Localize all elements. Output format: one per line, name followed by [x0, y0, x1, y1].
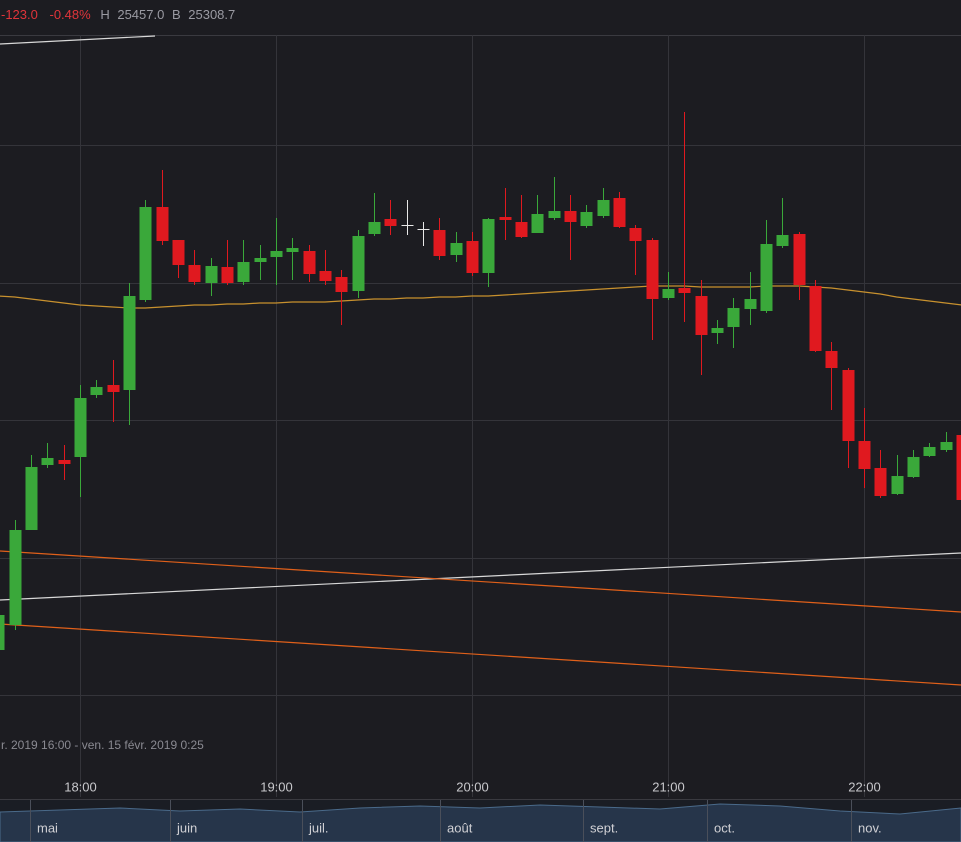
candle-body — [564, 211, 577, 222]
candle-body — [254, 258, 267, 262]
candle-body — [368, 222, 381, 234]
candle-body — [858, 441, 871, 469]
candle-body — [107, 385, 120, 392]
low: 25308.7 — [188, 7, 235, 22]
candle-body — [482, 219, 495, 273]
candle-body — [597, 200, 610, 216]
candle-body — [923, 447, 936, 456]
change: -123.0 — [1, 7, 38, 22]
trendline — [0, 35, 156, 45]
candle-body — [646, 240, 659, 299]
candle-body — [270, 251, 283, 257]
candle-body — [286, 248, 299, 252]
low-label: B — [172, 7, 181, 22]
x-tick-label: 19:00 — [260, 779, 293, 794]
candle-body — [335, 277, 348, 292]
candle-body — [548, 211, 561, 218]
candle-body — [74, 398, 87, 457]
range-caption: r. 2019 16:00 - ven. 15 févr. 2019 0:25 — [1, 738, 204, 752]
x-tick-label: 18:00 — [64, 779, 97, 794]
month-label: oct. — [714, 820, 735, 835]
plot-area — [0, 35, 961, 797]
candle-body — [25, 467, 38, 530]
candle-body — [776, 235, 789, 246]
trendline — [0, 552, 961, 601]
change-pct: -0.48% — [50, 7, 92, 22]
month-label: sept. — [590, 820, 618, 835]
candle-body — [825, 351, 838, 368]
candle-body — [499, 217, 512, 220]
candle-body — [531, 214, 544, 233]
candle-body — [188, 265, 201, 282]
candle-body — [662, 289, 675, 298]
x-tick-label: 21:00 — [652, 779, 685, 794]
high: 25457.0 — [117, 7, 164, 22]
month-label: juil. — [308, 820, 329, 835]
candle-body — [580, 212, 593, 226]
trendline — [0, 623, 961, 686]
candle-body — [629, 228, 642, 241]
candle-body — [205, 266, 218, 283]
candle-body — [384, 219, 397, 226]
month-label: août — [447, 820, 473, 835]
candle-body — [237, 262, 250, 282]
candle-body — [352, 236, 365, 291]
candle-body — [515, 222, 528, 237]
high-label: H — [100, 7, 109, 22]
candle-body — [417, 229, 430, 230]
candle-body — [907, 457, 920, 477]
candle-body — [874, 468, 887, 496]
candle-body — [793, 234, 806, 285]
candle-body — [744, 299, 757, 309]
candle-body — [956, 435, 961, 500]
candle-body — [891, 476, 904, 494]
trendline — [0, 550, 961, 613]
candle-body — [760, 244, 773, 311]
candle-body — [58, 460, 71, 464]
candle-body — [466, 241, 479, 273]
x-tick-label: 20:00 — [456, 779, 489, 794]
candle-body — [123, 296, 136, 390]
x-tick-label: 22:00 — [848, 779, 881, 794]
candle-body — [678, 288, 691, 293]
candle-body — [711, 328, 724, 333]
candle-body — [842, 370, 855, 441]
candle-body — [303, 251, 316, 274]
candle-body — [9, 530, 22, 625]
candle-body — [809, 286, 822, 351]
candle-body — [221, 267, 234, 283]
header: -123.0 -0.48% H 25457.0 B 25308.7 — [1, 7, 235, 22]
month-label: mai — [37, 820, 58, 835]
candle-body — [0, 615, 5, 650]
candle-body — [139, 207, 152, 300]
candle-body — [156, 207, 169, 241]
candle-body — [695, 296, 708, 335]
candle-body — [727, 308, 740, 327]
candle-body — [90, 387, 103, 395]
candle-body — [319, 271, 332, 281]
month-label: juin — [176, 820, 197, 835]
candle-body — [613, 198, 626, 227]
candle-body — [41, 458, 54, 465]
month-label: nov. — [858, 820, 882, 835]
candle-body — [450, 243, 463, 255]
moving-average — [0, 285, 961, 309]
candle-body — [172, 240, 185, 265]
navigator-area — [0, 803, 961, 842]
candle-body — [401, 225, 414, 226]
candle-body — [433, 230, 446, 256]
candle-body — [940, 442, 953, 450]
